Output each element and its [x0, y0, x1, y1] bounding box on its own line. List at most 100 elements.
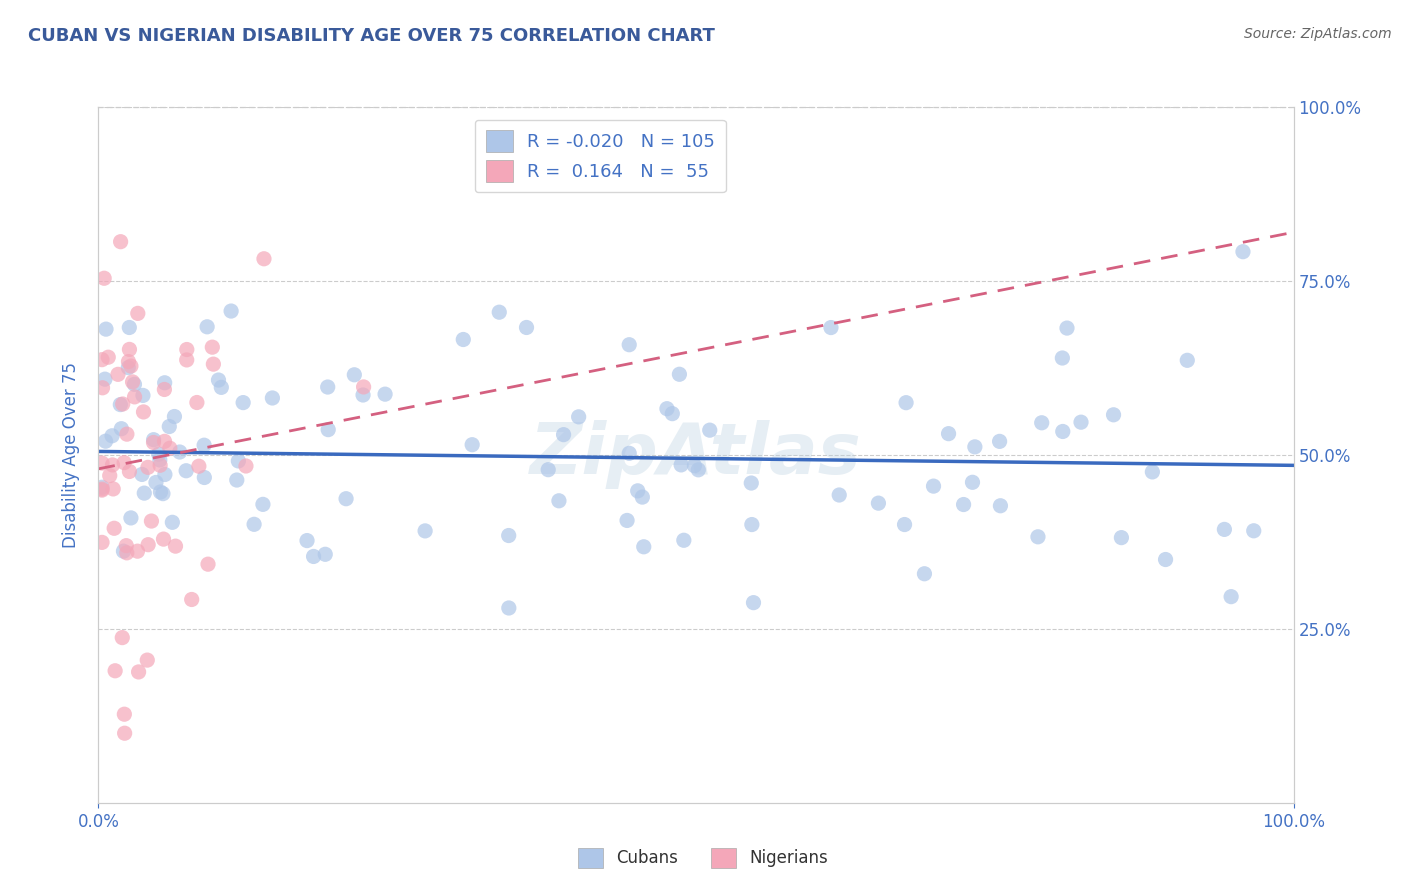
Point — [893, 517, 915, 532]
Point — [112, 707, 135, 722]
Point — [112, 544, 135, 558]
Point — [159, 441, 181, 455]
Point — [118, 343, 141, 357]
Point — [121, 375, 143, 389]
Point — [111, 397, 134, 411]
Point — [1232, 244, 1254, 259]
Point — [209, 380, 232, 394]
Point — [101, 429, 124, 443]
Point — [228, 454, 250, 468]
Point — [922, 479, 945, 493]
Point — [157, 419, 180, 434]
Point — [207, 373, 229, 387]
Point — [1070, 415, 1092, 429]
Point — [962, 475, 984, 490]
Point — [152, 486, 174, 500]
Point — [343, 368, 366, 382]
Point — [91, 482, 114, 496]
Point — [1052, 351, 1074, 365]
Point — [174, 464, 197, 478]
Point — [938, 426, 960, 441]
Point — [117, 354, 139, 368]
Text: Source: ZipAtlas.com: Source: ZipAtlas.com — [1244, 27, 1392, 41]
Point — [197, 557, 219, 571]
Point — [93, 271, 115, 285]
Point — [912, 566, 935, 581]
Point — [1175, 353, 1198, 368]
Point — [148, 447, 170, 461]
Point — [262, 391, 284, 405]
Point — [180, 592, 202, 607]
Point — [128, 665, 150, 679]
Point — [149, 485, 172, 500]
Point — [124, 390, 146, 404]
Y-axis label: Disability Age Over 75: Disability Age Over 75 — [62, 362, 80, 548]
Point — [548, 493, 571, 508]
Point — [952, 498, 974, 512]
Point — [115, 546, 138, 560]
Point — [142, 435, 165, 450]
Point — [153, 383, 176, 397]
Point — [335, 491, 357, 506]
Point — [118, 320, 141, 334]
Point — [1220, 590, 1243, 604]
Point — [252, 497, 274, 511]
Point — [149, 458, 172, 473]
Point — [153, 434, 176, 449]
Point — [374, 387, 396, 401]
Point — [104, 664, 127, 678]
Point — [112, 456, 135, 470]
Point — [1102, 408, 1125, 422]
Point — [101, 458, 124, 472]
Point — [107, 368, 129, 382]
Point — [176, 343, 198, 357]
Point — [1111, 531, 1133, 545]
Point — [136, 653, 159, 667]
Point — [894, 395, 917, 409]
Point — [461, 438, 484, 452]
Point — [820, 320, 842, 334]
Point — [149, 453, 172, 467]
Point — [553, 427, 575, 442]
Point — [162, 516, 184, 530]
Point — [132, 388, 155, 402]
Point — [136, 460, 159, 475]
Point — [669, 458, 692, 472]
Point — [668, 368, 690, 382]
Point — [353, 380, 375, 394]
Point — [688, 463, 710, 477]
Point — [633, 540, 655, 554]
Point — [134, 486, 156, 500]
Point — [616, 513, 638, 527]
Point — [302, 549, 325, 564]
Point — [186, 395, 208, 409]
Point — [225, 473, 247, 487]
Point — [1154, 552, 1177, 566]
Point — [316, 423, 339, 437]
Point — [1142, 465, 1164, 479]
Point — [219, 304, 242, 318]
Point — [295, 533, 318, 548]
Point — [314, 547, 336, 561]
Point — [117, 360, 139, 375]
Point — [1056, 321, 1078, 335]
Point — [127, 544, 149, 558]
Point — [515, 320, 537, 334]
Point — [97, 350, 120, 364]
Point — [169, 445, 191, 459]
Point — [94, 372, 117, 386]
Point — [413, 524, 436, 538]
Point — [195, 319, 218, 334]
Point — [1243, 524, 1265, 538]
Point — [742, 596, 765, 610]
Point — [661, 407, 683, 421]
Point — [91, 483, 114, 497]
Point — [91, 352, 114, 367]
Point — [243, 517, 266, 532]
Point — [98, 468, 121, 483]
Point — [741, 517, 763, 532]
Point — [453, 333, 475, 347]
Point — [120, 359, 142, 373]
Point — [868, 496, 890, 510]
Point — [103, 482, 125, 496]
